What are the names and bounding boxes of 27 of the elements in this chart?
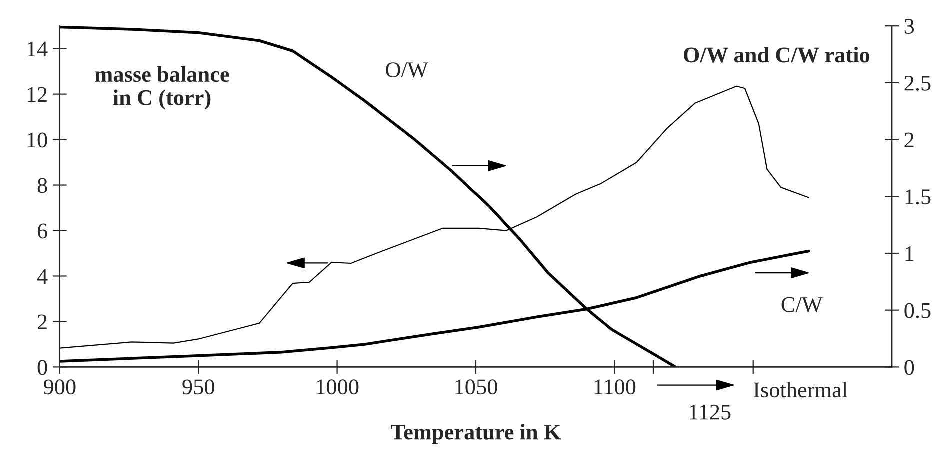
x-tick-label: 950 <box>182 380 214 395</box>
x-axis-title: Temperature in K <box>391 424 561 444</box>
y2-tick-label: 2.5 <box>904 76 931 91</box>
x-tick-label: 1000 <box>317 380 359 395</box>
y2-tick-label: 0.5 <box>904 303 931 318</box>
y2-tick-label: 1 <box>906 246 914 262</box>
y2-tick-label: 2 <box>904 132 914 148</box>
y-tick-label: 14 <box>28 42 48 57</box>
y2-axis-title: O/W and C/W ratio <box>684 47 870 63</box>
y-tick-label: 2 <box>38 314 47 330</box>
y-tick-label: 10 <box>28 132 48 148</box>
legend-label: C/W <box>782 297 823 312</box>
y-tick-label: 4 <box>37 269 48 284</box>
y-tick-label: 6 <box>38 224 48 239</box>
y2-tick-label: 1.5 <box>906 190 931 205</box>
series-label: O/W <box>386 62 428 78</box>
y-tick-label: 8 <box>38 178 48 194</box>
text: 1125 <box>690 404 731 420</box>
y-tick-label: 12 <box>28 87 47 102</box>
y2-tick-label: 3 <box>904 19 914 34</box>
x-tick-label: 1100 <box>594 380 636 395</box>
x-tick-label: 900 <box>44 380 76 395</box>
y2-tick-label: 0 <box>904 360 914 376</box>
x-tick-label: 1050 <box>456 380 498 395</box>
text: Isothermal <box>754 382 848 398</box>
y-axis-title: masse balance in C (torr) <box>95 66 230 110</box>
y-tick-label: 0 <box>38 360 48 376</box>
